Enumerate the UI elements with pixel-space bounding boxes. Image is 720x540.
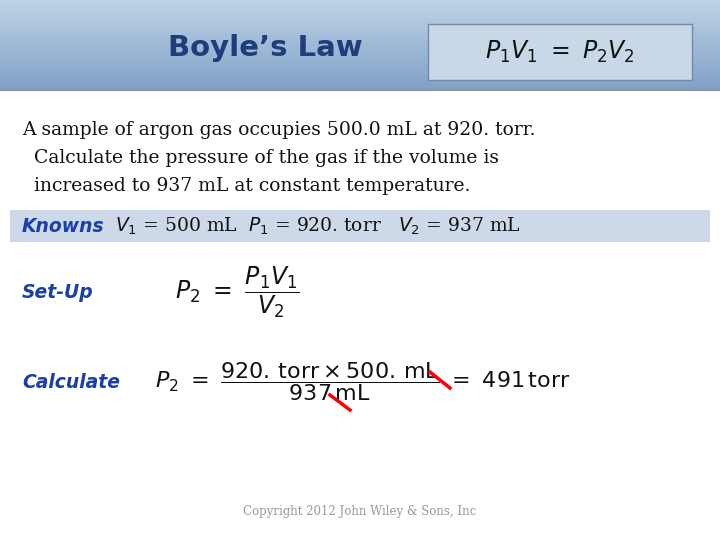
Bar <box>0 81 720 83</box>
Bar <box>0 51 720 52</box>
Bar <box>0 69 720 71</box>
Bar <box>0 68 720 69</box>
Bar <box>0 57 720 58</box>
Bar <box>0 35 720 36</box>
Bar <box>0 19 720 21</box>
Bar <box>0 46 720 48</box>
Bar <box>0 24 720 25</box>
Bar <box>0 30 720 31</box>
Bar <box>0 73 720 75</box>
Bar <box>0 3 720 4</box>
Bar <box>0 15 720 17</box>
Bar <box>0 56 720 57</box>
Bar <box>0 85 720 87</box>
Text: increased to 937 mL at constant temperature.: increased to 937 mL at constant temperat… <box>22 177 470 195</box>
Text: $P_2\ =\ \dfrac{920.\,\mathrm{torr} \times 500.\,\mathrm{mL}}{937\,\mathrm{mL}}\: $P_2\ =\ \dfrac{920.\,\mathrm{torr} \tim… <box>155 361 570 403</box>
Bar <box>0 39 720 40</box>
Bar <box>0 45 720 46</box>
Bar <box>0 17 720 18</box>
Bar <box>0 62 720 63</box>
Text: A sample of argon gas occupies 500.0 mL at 920. torr.: A sample of argon gas occupies 500.0 mL … <box>22 121 536 139</box>
Bar <box>0 10 720 12</box>
Text: Calculate: Calculate <box>22 373 120 392</box>
Bar <box>0 23 720 24</box>
Text: $V_1$ = 500 mL  $P_1$ = 920. torr   $V_2$ = 937 mL: $V_1$ = 500 mL $P_1$ = 920. torr $V_2$ =… <box>115 215 521 237</box>
Text: $P_2\ =\ \dfrac{P_1V_1}{V_2}$: $P_2\ =\ \dfrac{P_1V_1}{V_2}$ <box>175 264 300 320</box>
Bar <box>10 210 710 242</box>
Bar <box>0 14 720 15</box>
Bar <box>0 9 720 10</box>
FancyBboxPatch shape <box>428 24 692 80</box>
Text: $\mathit{P_1V_1}\ =\ \mathit{P_2V_2}$: $\mathit{P_1V_1}\ =\ \mathit{P_2V_2}$ <box>485 39 635 65</box>
Bar <box>0 25 720 27</box>
Bar <box>0 4 720 6</box>
Bar <box>0 44 720 45</box>
Text: Set-Up: Set-Up <box>22 282 94 301</box>
Bar <box>0 2 720 3</box>
Bar <box>0 58 720 60</box>
Bar <box>0 90 720 540</box>
Bar <box>0 40 720 42</box>
Bar <box>0 64 720 66</box>
Bar <box>0 18 720 19</box>
Bar <box>0 0 720 2</box>
Bar <box>0 79 720 81</box>
Bar <box>0 48 720 50</box>
Bar <box>0 87 720 89</box>
Bar <box>0 29 720 30</box>
Bar <box>0 50 720 51</box>
Bar <box>0 21 720 23</box>
Bar <box>0 60 720 62</box>
Bar <box>0 36 720 37</box>
Bar <box>0 54 720 56</box>
Bar <box>0 72 720 73</box>
Bar <box>0 84 720 85</box>
Bar <box>0 52 720 54</box>
Bar <box>0 77 720 78</box>
Text: Knowns: Knowns <box>22 217 104 235</box>
Bar <box>0 71 720 72</box>
Text: Copyright 2012 John Wiley & Sons, Inc: Copyright 2012 John Wiley & Sons, Inc <box>243 505 477 518</box>
Bar <box>0 6 720 8</box>
Bar <box>0 78 720 79</box>
Bar <box>0 33 720 35</box>
Bar <box>0 37 720 39</box>
Bar <box>0 66 720 68</box>
Bar <box>0 89 720 90</box>
Text: Calculate the pressure of the gas if the volume is: Calculate the pressure of the gas if the… <box>22 149 499 167</box>
Bar <box>0 63 720 64</box>
Bar <box>0 8 720 9</box>
Bar <box>0 27 720 29</box>
Text: Boyle’s Law: Boyle’s Law <box>168 34 362 62</box>
Bar <box>0 83 720 84</box>
Bar <box>0 31 720 33</box>
Bar <box>0 12 720 14</box>
Bar <box>0 75 720 77</box>
Bar <box>0 42 720 44</box>
